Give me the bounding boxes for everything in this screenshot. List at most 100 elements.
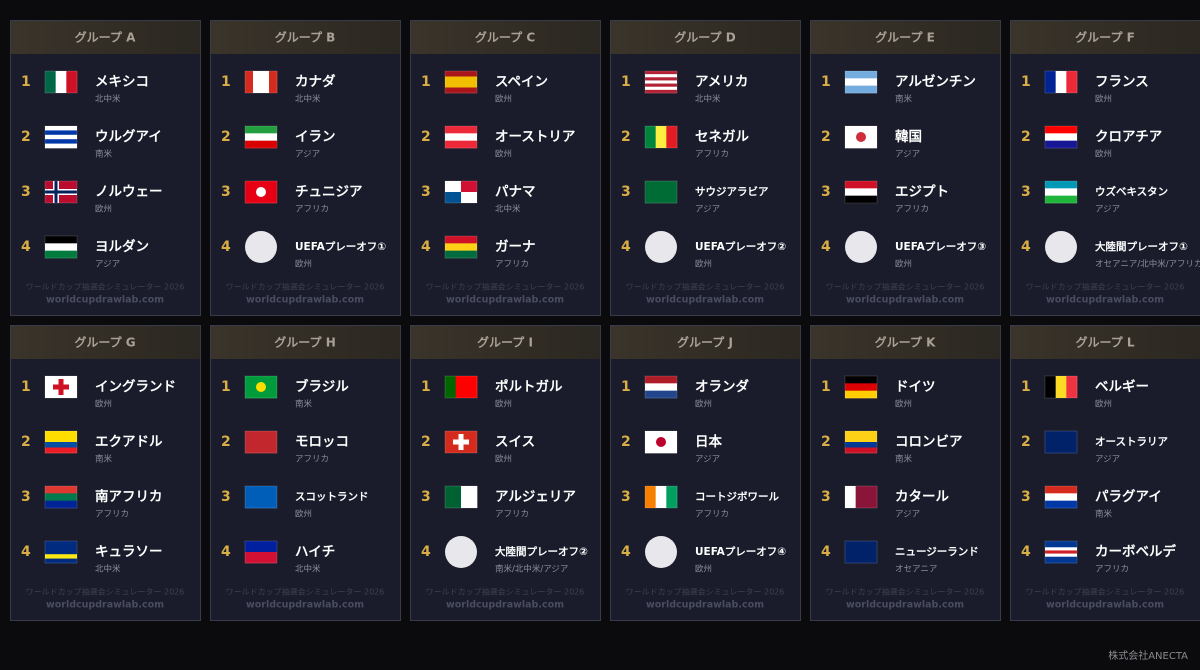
flag (244, 430, 278, 454)
team-region: 南米/北中米/アジア (495, 564, 568, 575)
flag (844, 180, 878, 204)
flag (44, 485, 78, 509)
team-name: サウジアラビア (695, 185, 769, 198)
team-rank: 3 (1021, 184, 1031, 200)
flag (244, 125, 278, 149)
flag (644, 70, 678, 94)
team-region: 北中米 (295, 564, 321, 575)
team-name: カーボベルデ (1095, 543, 1176, 560)
team-region: 北中米 (495, 204, 521, 215)
team-rank: 1 (221, 74, 231, 90)
site-url: worldcupdrawlab.com (1046, 295, 1164, 306)
flag (1044, 430, 1078, 454)
team-region: 欧州 (495, 94, 512, 105)
team-region: アフリカ (95, 510, 129, 520)
flag (444, 125, 478, 149)
flag (444, 70, 478, 94)
team-region: アジア (895, 150, 920, 160)
team-name: ウズベキスタン (1095, 185, 1168, 198)
team-rank: 3 (821, 184, 831, 200)
team-rank: 4 (421, 239, 431, 255)
team-rank: 2 (21, 434, 31, 450)
watermark: ワールドカップ抽選会シミュレーター 2026 (826, 587, 985, 597)
team-name: 韓国 (895, 128, 922, 145)
card-bg (210, 20, 401, 316)
card-header (211, 21, 400, 54)
card-bg (410, 20, 601, 316)
site-url: worldcupdrawlab.com (46, 295, 164, 306)
team-rank: 4 (1021, 544, 1031, 560)
team-region: アフリカ (295, 455, 329, 465)
team-name: モロッコ (295, 434, 349, 450)
card-bg (1010, 325, 1200, 621)
card-bg (610, 20, 801, 316)
group-title: グループ J (677, 335, 733, 350)
team-rank: 2 (221, 434, 231, 450)
team-name: セネガル (695, 129, 749, 145)
team-rank: 1 (821, 379, 831, 395)
team-rank: 2 (21, 129, 31, 145)
site-url: worldcupdrawlab.com (1046, 600, 1164, 611)
flag (844, 70, 878, 94)
team-name: ウルグアイ (95, 128, 162, 145)
team-rank: 1 (21, 74, 31, 90)
team-name: エクアドル (95, 434, 163, 450)
team-rank: 3 (421, 184, 431, 200)
team-name: メキシコ (95, 74, 149, 90)
site-url: worldcupdrawlab.com (846, 600, 964, 611)
team-region: 欧州 (895, 259, 912, 270)
team-rank: 3 (821, 489, 831, 505)
team-rank: 2 (621, 129, 631, 145)
team-rank: 4 (21, 239, 31, 255)
team-rank: 1 (421, 74, 431, 90)
team-region: アジア (1095, 205, 1120, 215)
team-region: 欧州 (1095, 399, 1112, 410)
team-region: オセアニア (895, 565, 937, 575)
team-region: オセアニア/北中米/アフリカ (1095, 259, 1200, 270)
flag (44, 430, 78, 454)
team-rank: 1 (21, 379, 31, 395)
watermark: ワールドカップ抽選会シミュレーター 2026 (1026, 282, 1185, 292)
flag (644, 430, 678, 454)
team-rank: 2 (621, 434, 631, 450)
team-rank: 1 (621, 74, 631, 90)
watermark: ワールドカップ抽選会シミュレーター 2026 (26, 282, 185, 292)
watermark: ワールドカップ抽選会シミュレーター 2026 (226, 282, 385, 292)
team-name: 大陸間プレーオフ① (1095, 240, 1188, 253)
group-title: グループ I (477, 335, 533, 350)
team-rank: 1 (621, 379, 631, 395)
watermark: ワールドカップ抽選会シミュレーター 2026 (1026, 587, 1185, 597)
team-region: 北中米 (95, 94, 121, 105)
team-rank: 4 (1021, 239, 1031, 255)
team-rank: 2 (421, 129, 431, 145)
card-bg (10, 20, 201, 316)
team-region: 欧州 (495, 454, 512, 465)
team-name: ヨルダン (95, 238, 149, 255)
team-region: 欧州 (695, 564, 712, 575)
team-name: カナダ (295, 73, 336, 90)
team-name: 大陸間プレーオフ② (495, 545, 588, 558)
team-region: アジア (895, 510, 920, 520)
team-region: 欧州 (1095, 149, 1112, 160)
team-name: ブラジル (295, 378, 349, 395)
flag (244, 375, 278, 399)
site-url: worldcupdrawlab.com (446, 295, 564, 306)
site-url: worldcupdrawlab.com (846, 295, 964, 306)
team-region: アジア (695, 205, 720, 215)
card-bg (1010, 20, 1200, 316)
card-header (811, 21, 1000, 54)
team-region: 南米 (1095, 509, 1113, 520)
card-header (11, 21, 200, 54)
flag (644, 180, 678, 204)
flag (444, 375, 478, 399)
team-rank: 4 (821, 239, 831, 255)
team-name: イングランド (95, 378, 176, 395)
team-name: 日本 (695, 433, 723, 450)
